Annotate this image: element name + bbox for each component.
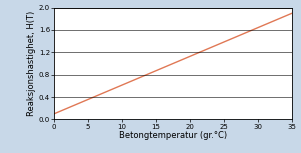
X-axis label: Betongtemperatur (gr.°C): Betongtemperatur (gr.°C) xyxy=(119,131,227,140)
Y-axis label: Reaksjonshastighet, H(T): Reaksjonshastighet, H(T) xyxy=(27,11,36,116)
